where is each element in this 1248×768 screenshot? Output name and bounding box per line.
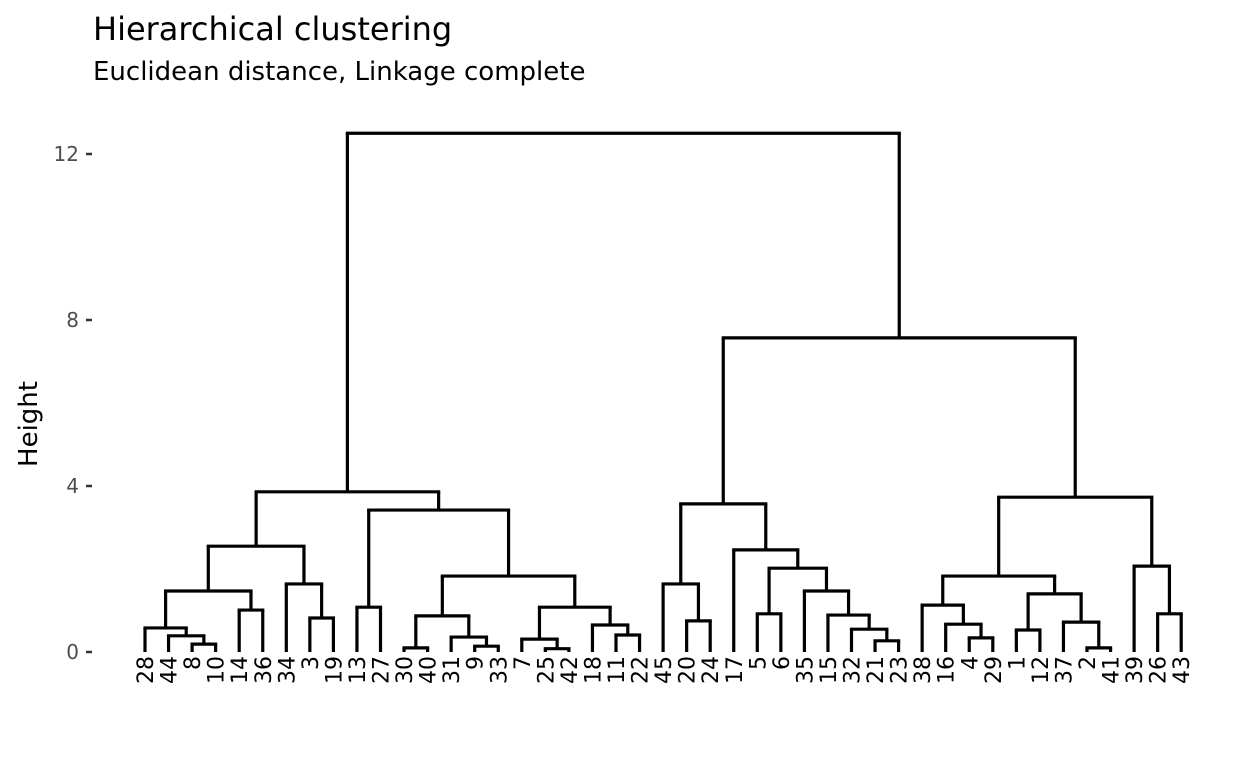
y-axis-label: Height <box>14 381 44 467</box>
leaf-label: 26 <box>1147 656 1172 684</box>
leaf-label: 38 <box>911 656 936 684</box>
leaf-label: 12 <box>1029 656 1054 684</box>
leaf-label: 33 <box>487 656 512 684</box>
leaf-label: 27 <box>370 656 395 684</box>
chart-subtitle: Euclidean distance, Linkage complete <box>93 57 586 87</box>
leaf-label: 43 <box>1170 656 1195 684</box>
y-tick-label: 12 <box>54 142 79 166</box>
leaf-label: 4 <box>958 656 983 670</box>
leaf-label: 37 <box>1052 656 1077 684</box>
leaf-label: 44 <box>158 656 183 684</box>
leaf-label: 36 <box>252 656 277 684</box>
leaf-label: 28 <box>134 656 159 684</box>
leaf-label: 13 <box>346 656 371 684</box>
leaf-label: 19 <box>322 656 347 684</box>
leaf-label: 29 <box>982 656 1007 684</box>
leaf-label: 24 <box>699 656 724 684</box>
leaf-label: 5 <box>746 656 771 670</box>
leaf-label: 17 <box>723 656 748 684</box>
leaf-label: 45 <box>652 656 677 684</box>
leaf-label: 41 <box>1100 656 1125 684</box>
leaf-label: 3 <box>299 656 324 670</box>
leaf-label: 25 <box>534 656 559 684</box>
leaf-label: 7 <box>511 656 536 670</box>
leaf-label: 14 <box>228 656 253 684</box>
leaf-label: 1 <box>1005 656 1030 670</box>
leaf-label: 34 <box>275 656 300 684</box>
chart-title: Hierarchical clustering <box>93 10 453 48</box>
leaf-label: 20 <box>676 656 701 684</box>
leaf-label: 15 <box>817 656 842 684</box>
leaf-label: 6 <box>770 656 795 670</box>
leaf-label: 30 <box>393 656 418 684</box>
leaf-label: 22 <box>629 656 654 684</box>
leaf-label: 10 <box>205 656 230 684</box>
y-tick-label: 4 <box>66 474 79 498</box>
leaf-label: 21 <box>864 656 889 684</box>
leaf-label: 9 <box>464 656 489 670</box>
leaf-label: 23 <box>888 656 913 684</box>
y-tick-label: 0 <box>66 640 79 664</box>
leaf-label: 31 <box>440 656 465 684</box>
leaf-label: 8 <box>181 656 206 670</box>
leaf-label: 2 <box>1076 656 1101 670</box>
leaf-label: 35 <box>793 656 818 684</box>
leaf-label: 40 <box>417 656 442 684</box>
leaf-label: 32 <box>841 656 866 684</box>
leaf-label: 16 <box>935 656 960 684</box>
y-tick-label: 8 <box>66 308 79 332</box>
leaf-label: 39 <box>1123 656 1148 684</box>
leaf-label: 18 <box>581 656 606 684</box>
leaf-label: 42 <box>558 656 583 684</box>
leaf-label: 11 <box>605 656 630 684</box>
